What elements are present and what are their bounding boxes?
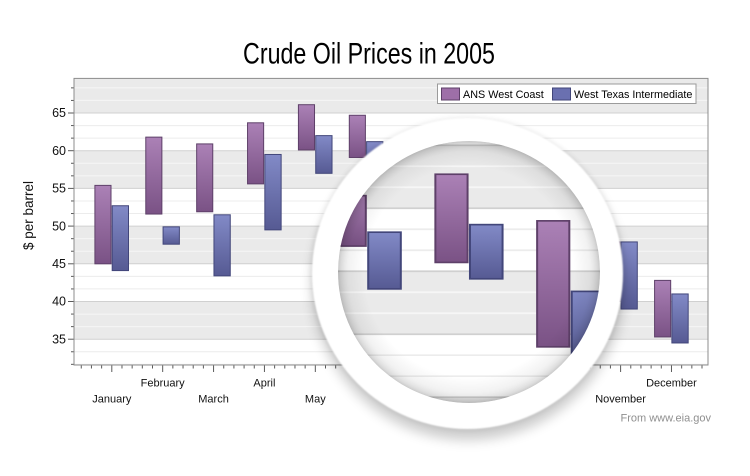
lens-inner-shadow bbox=[338, 141, 600, 403]
bar-west-texas-intermediate-january bbox=[111, 205, 129, 272]
bar-west-texas-intermediate-may bbox=[315, 135, 333, 174]
bar-ans-west-coast-december bbox=[654, 279, 672, 338]
y-axis-title: $ per barrel bbox=[21, 181, 36, 250]
bar-west-texas-intermediate-march bbox=[213, 214, 231, 277]
y-tick-label-45: 45 bbox=[52, 257, 66, 271]
x-label-may: May bbox=[305, 394, 326, 406]
legend: ANS West Coast West Texas Intermediate bbox=[437, 83, 697, 104]
y-tick-label-35: 35 bbox=[52, 332, 66, 346]
legend-swatch-wti bbox=[552, 87, 571, 101]
x-label-february: February bbox=[141, 378, 186, 390]
bar-ans-west-coast-april bbox=[247, 122, 265, 185]
y-tick-label-40: 40 bbox=[52, 295, 66, 309]
bar-ans-west-coast-february bbox=[145, 136, 163, 215]
legend-swatch-ans bbox=[441, 87, 460, 101]
x-label-november: November bbox=[595, 394, 646, 406]
attribution: From www.eia.gov bbox=[621, 413, 712, 425]
bar-west-texas-intermediate-december bbox=[671, 293, 689, 344]
bar-west-texas-intermediate-february bbox=[162, 226, 180, 245]
x-label-january: January bbox=[92, 394, 132, 406]
x-label-april: April bbox=[253, 378, 275, 390]
x-label-march: March bbox=[198, 394, 229, 406]
y-tick-label-65: 65 bbox=[52, 106, 66, 120]
bar-ans-west-coast-june bbox=[348, 114, 366, 158]
y-axis-tick-labels: 35 40 45 50 55 60 65 bbox=[52, 106, 66, 346]
bar-west-texas-intermediate-april bbox=[264, 153, 282, 231]
y-tick-label-55: 55 bbox=[52, 182, 66, 196]
lens-content bbox=[338, 141, 600, 403]
y-tick-label-50: 50 bbox=[52, 219, 66, 233]
magnifier-lens bbox=[311, 117, 624, 440]
bar-ans-west-coast-march bbox=[196, 143, 214, 213]
x-axis-month-labels: January February March April May NovemberDece… bbox=[92, 378, 697, 406]
legend-label-wti: West Texas Intermediate bbox=[574, 89, 692, 101]
x-label-december: December bbox=[646, 378, 697, 390]
chart-title: Crude Oil Prices in 2005 bbox=[243, 37, 495, 71]
bar-ans-west-coast-may bbox=[297, 104, 316, 151]
legend-label-ans: ANS West Coast bbox=[463, 89, 544, 101]
bar-ans-west-coast-january bbox=[94, 184, 112, 265]
y-tick-label-60: 60 bbox=[52, 144, 66, 158]
